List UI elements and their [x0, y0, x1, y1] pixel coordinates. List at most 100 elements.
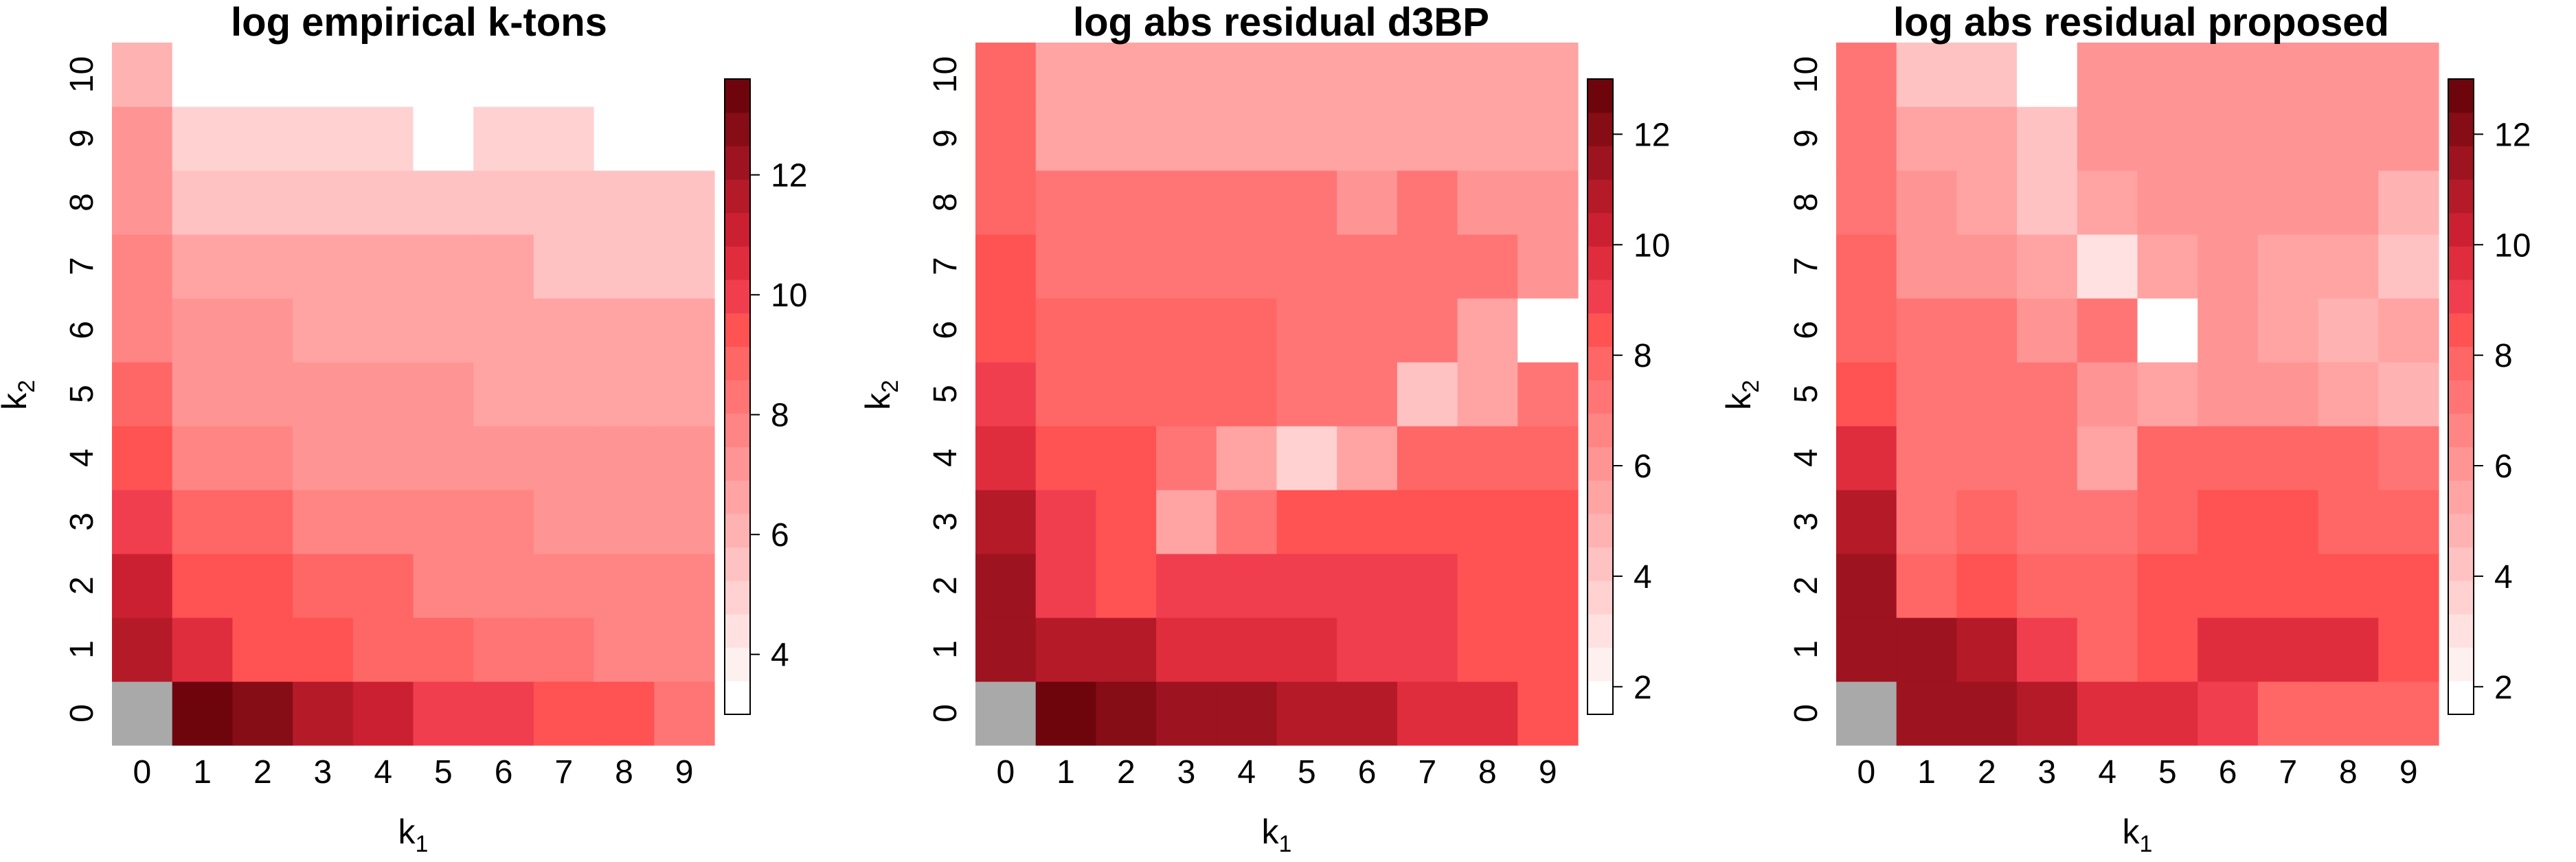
heatmap-cell — [1836, 362, 1897, 427]
heatmap-cell — [1896, 426, 1957, 490]
y-axis-label: k2 — [1719, 380, 1764, 410]
heatmap-cell — [1337, 170, 1398, 235]
heatmap-cell — [1156, 617, 1217, 682]
heatmap-cell — [1457, 617, 1518, 682]
heatmap-cell — [2257, 617, 2319, 682]
heatmap-cell — [1096, 490, 1157, 554]
heatmap-cell — [352, 362, 414, 427]
colorbar-segment — [2448, 246, 2474, 280]
heatmap-cell — [2257, 43, 2319, 107]
heatmap-cell — [1216, 617, 1278, 682]
heatmap-cell — [654, 554, 715, 618]
missing-cell — [112, 681, 173, 746]
y-tick-label: 3 — [927, 512, 964, 531]
heatmap-cell — [2017, 43, 2078, 107]
colorbar-segment — [2448, 179, 2474, 214]
heatmap-cell — [1156, 170, 1217, 235]
heatmap-cell — [293, 617, 354, 682]
colorbar-segment — [2448, 480, 2474, 514]
heatmap-cell — [654, 170, 715, 235]
heatmap-cell — [2257, 554, 2319, 618]
y-tick-label: 10 — [927, 56, 964, 93]
x-tick-label: 8 — [615, 754, 633, 791]
heatmap-cell — [413, 298, 474, 363]
colorbar-segment — [725, 179, 750, 214]
heatmap-cell — [2197, 490, 2259, 554]
heatmap-cell — [1156, 298, 1217, 363]
heatmap-cell — [172, 426, 233, 490]
heatmap-cell — [293, 681, 354, 746]
colorbar-segment — [1588, 380, 1613, 414]
heatmap-cell — [1397, 490, 1458, 554]
heatmap-cell — [1156, 681, 1217, 746]
x-tick-label: 1 — [193, 754, 212, 791]
y-tick-label: 5 — [64, 385, 100, 403]
heatmap-cell — [1836, 106, 1897, 171]
heatmap-cell — [172, 681, 233, 746]
y-tick-label: 5 — [927, 385, 964, 403]
heatmap-cell — [975, 234, 1037, 299]
colorbar-frame — [724, 78, 751, 715]
y-tick-label: 5 — [1788, 385, 1824, 403]
colorbar-segment — [725, 513, 750, 548]
heatmap-cell — [2378, 43, 2439, 107]
y-tick-label: 4 — [64, 449, 100, 467]
heatmap-cell — [1096, 298, 1157, 363]
heatmap-cell — [533, 617, 595, 682]
colorbar-tick-label: 6 — [771, 517, 789, 554]
x-tick-label: 0 — [996, 754, 1015, 791]
colorbar-segment — [1588, 246, 1613, 280]
heatmap-cell — [2257, 426, 2319, 490]
heatmap-cell — [1457, 554, 1518, 618]
colorbar: 2 4 6 8 10 12 — [2448, 78, 2531, 715]
y-tick-label: 7 — [64, 257, 100, 275]
colorbar-segment — [2448, 280, 2474, 314]
heatmap-cell — [232, 426, 293, 490]
x-tick-label: 7 — [1418, 754, 1436, 791]
heatmap-cell — [654, 298, 715, 363]
heatmap-cell — [975, 170, 1037, 235]
heatmap-cell — [654, 426, 715, 490]
heatmap-cell — [2017, 106, 2078, 171]
heatmap-cell — [1337, 554, 1398, 618]
heatmap-cell — [1397, 106, 1458, 171]
heatmap-cell — [1276, 170, 1337, 235]
heatmap-cell — [2318, 426, 2379, 490]
colorbar-segment — [725, 146, 750, 180]
heatmap-cell — [2378, 106, 2439, 171]
heatmap-cell — [1276, 234, 1337, 299]
colorbar-tick-label: 4 — [1634, 559, 1652, 596]
heatmap-cell — [975, 426, 1037, 490]
heatmap-cell — [1956, 170, 2018, 235]
heatmap-cell — [2017, 681, 2078, 746]
heatmap-cell — [594, 106, 655, 171]
x-tick-label: 4 — [1237, 754, 1256, 791]
x-tick-label: 5 — [2158, 754, 2177, 791]
heatmap-cell — [2318, 234, 2379, 299]
heatmap-cell — [293, 490, 354, 554]
colorbar-segment — [1588, 280, 1613, 314]
heatmap-cell — [1337, 298, 1398, 363]
heatmap-cell — [2197, 298, 2259, 363]
heatmap-cell — [2077, 617, 2138, 682]
x-tick-label: 8 — [1478, 754, 1497, 791]
heatmap-cell — [1836, 170, 1897, 235]
x-tick-label: 5 — [1298, 754, 1316, 791]
x-tick-label: 4 — [2098, 754, 2116, 791]
heatmap-cell — [1096, 617, 1157, 682]
heatmap-cell — [413, 362, 474, 427]
colorbar-segment — [725, 413, 750, 448]
heatmap-cell — [2378, 554, 2439, 618]
y-tick-label: 3 — [64, 512, 100, 531]
heatmap-cell — [1035, 681, 1096, 746]
heatmap-cell — [533, 106, 595, 171]
colorbar-segment — [725, 313, 750, 347]
chart-title: log abs residual proposed — [1893, 0, 2389, 45]
x-tick-label: 2 — [1978, 754, 1996, 791]
heatmap-cell — [1397, 554, 1458, 618]
heatmap-cell — [1517, 362, 1579, 427]
heatmap-cell — [2378, 617, 2439, 682]
colorbar-segment — [725, 681, 750, 715]
